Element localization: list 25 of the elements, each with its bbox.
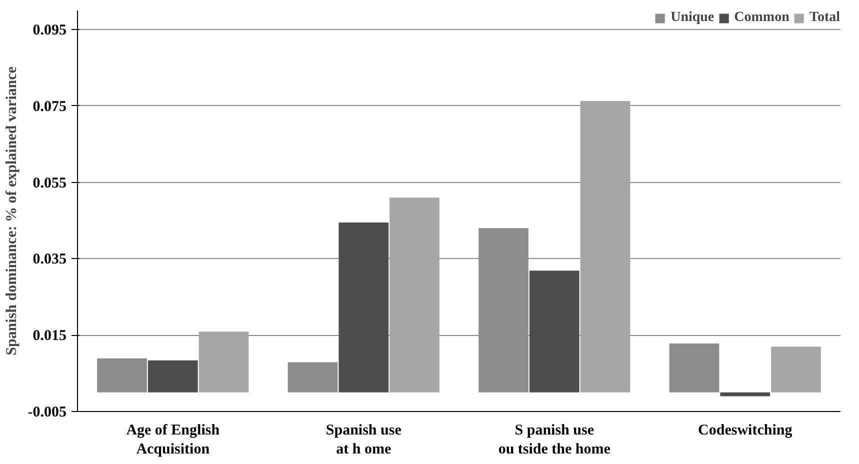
bar [580,101,630,392]
y-tick-label: 0.015 [32,328,66,344]
legend-label: Unique [670,10,714,26]
bar [148,360,198,392]
x-tick-label: Age of English Acquisition [126,422,220,458]
bar [97,358,147,392]
x-tick-label: Spanish use at h ome [326,422,402,458]
legend-label: Common [734,10,790,26]
bar [529,270,580,392]
bar [198,332,249,392]
y-tick-label: 0.055 [32,175,66,192]
bar [720,392,770,396]
bar [288,362,338,392]
x-tick-label: Codeswitching [698,422,793,438]
legend-label: Total [809,10,840,26]
bar [338,222,389,392]
bar [771,346,821,392]
y-tick-label: 0.035 [32,252,66,268]
y-tick-label: 0.095 [32,22,66,39]
x-tick-label: S panish use ou tside the home [498,422,611,458]
bar [669,344,720,392]
y-tick-label: 0.075 [32,98,66,115]
y-tick-label: -0.005 [28,404,67,420]
y-axis-title: Spanish dominance: % of explained variance [4,66,20,356]
bar [390,198,440,392]
